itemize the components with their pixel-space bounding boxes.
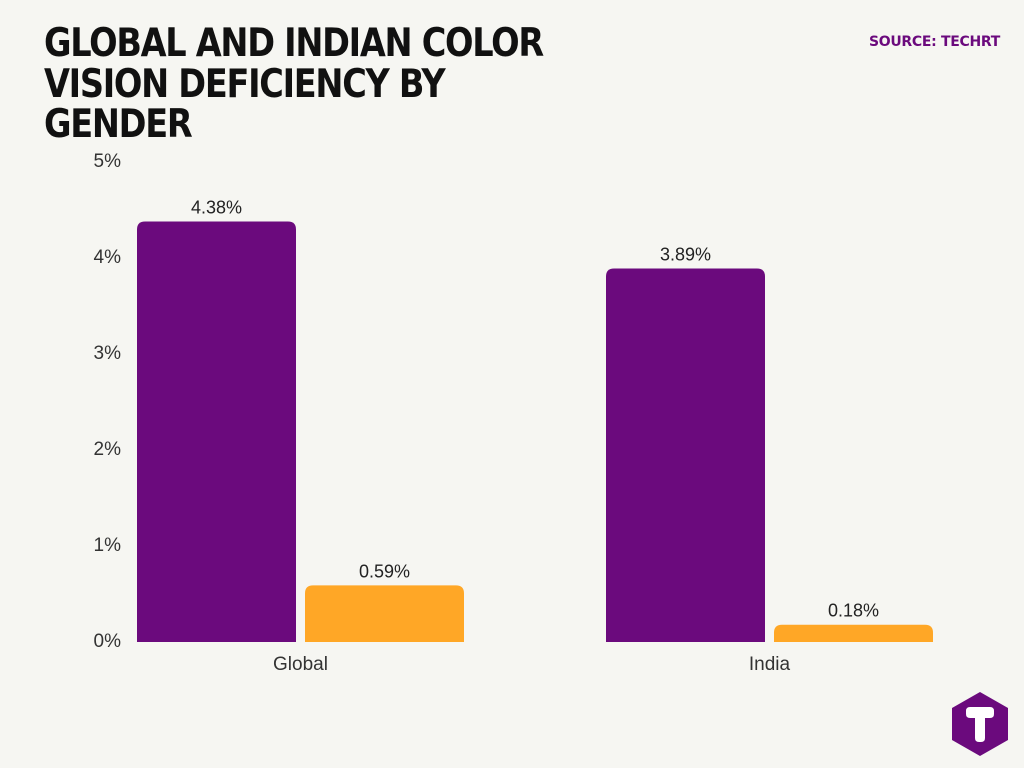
- y-tick-label: 0%: [94, 631, 122, 652]
- bars-group: [137, 221, 933, 642]
- y-tick-label: 1%: [94, 535, 122, 556]
- y-tick-label: 5%: [94, 151, 122, 172]
- bar: [606, 268, 765, 642]
- data-labels-group: 4.38% 0.59% 3.89% 0.18%: [191, 198, 879, 621]
- bar: [774, 624, 933, 642]
- y-tick-label: 3%: [94, 343, 122, 364]
- x-tick-label: Global: [273, 654, 328, 675]
- source-label: SOURCE: TECHRT: [868, 34, 1000, 50]
- y-tick-label: 2%: [94, 439, 122, 460]
- bar: [137, 221, 296, 642]
- data-label: 0.59%: [359, 561, 410, 581]
- data-label: 3.89%: [660, 245, 711, 265]
- bar: [305, 585, 464, 642]
- data-label: 0.18%: [828, 601, 879, 621]
- y-tick-label: 4%: [94, 247, 122, 268]
- x-axis: Global India: [273, 654, 790, 675]
- y-axis: 0% 1% 2% 3% 4% 5%: [94, 151, 122, 652]
- data-label: 4.38%: [191, 198, 242, 218]
- x-tick-label: India: [749, 654, 791, 675]
- page-title: GLOBAL AND INDIAN COLOR VISION DEFICIENC…: [44, 21, 544, 148]
- techrt-logo-icon: [952, 692, 1008, 756]
